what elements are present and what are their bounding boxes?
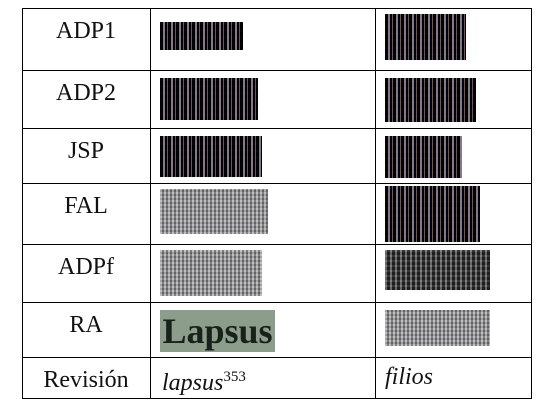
glyph-image (160, 250, 262, 296)
row-label: JSP (22, 136, 150, 166)
glyph-image (385, 136, 462, 178)
glyph-image: Lapsus (160, 310, 275, 352)
footnote-ref: 353 (223, 369, 246, 385)
reading-left: lapsus353 (162, 362, 246, 398)
row-label: ADPf (22, 252, 150, 282)
page: ADP1 ADP2 JSP FAL ADPf RA Lapsus Revisión lapsus… (0, 0, 547, 403)
reading-right: filios (385, 362, 433, 392)
glyph-image (385, 310, 490, 346)
reading-text: lapsus (162, 370, 223, 396)
glyph-image (160, 189, 268, 234)
row-label: RA (22, 310, 150, 340)
row-label: FAL (22, 191, 150, 221)
glyph-image (385, 14, 466, 60)
glyph-image (385, 250, 490, 290)
glyph-image (160, 136, 262, 177)
row-label: ADP2 (22, 78, 150, 108)
row-label: ADP1 (22, 16, 150, 46)
glyph-image (385, 186, 480, 242)
glyph-image (385, 78, 476, 122)
glyph-image (160, 22, 243, 50)
row-label: Revisión (22, 365, 150, 395)
glyph-image (160, 78, 258, 120)
